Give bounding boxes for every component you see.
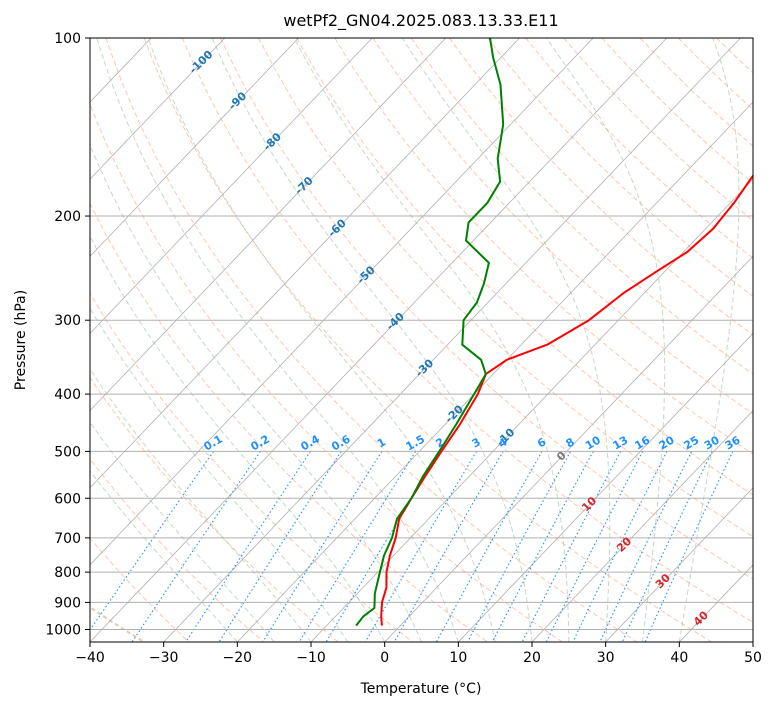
isotherm-line: [237, 101, 753, 642]
moist-adiabat-line: [678, 38, 740, 642]
isotherm-line: [90, 38, 373, 335]
moist-adiabat-line: [96, 38, 459, 642]
dry-adiabat-line: [410, 38, 753, 375]
y-tick-label: 800: [54, 565, 81, 581]
mixing-ratio-line: [467, 451, 571, 642]
y-tick-label: 300: [54, 313, 81, 329]
moist-adiabat-line: [90, 368, 312, 642]
dry-adiabat-line: [90, 202, 488, 642]
plot-frame: [89, 37, 754, 643]
dry-adiabat-line: [258, 38, 753, 538]
x-tick-label: 20: [523, 650, 541, 666]
moist-adiabat-line: [90, 235, 386, 642]
y-tick-label: 600: [54, 491, 81, 507]
plot-background: [90, 38, 753, 642]
isotherm-line: [458, 332, 753, 642]
chart-title: wetPf2_GN04.2025.083.13.33.E11: [283, 11, 558, 31]
isotherm-line: [163, 38, 741, 642]
dry-adiabat-line: [448, 38, 753, 336]
x-axis-ticks: −40 −30 −20 −10 0 10 20 30 40 50: [75, 642, 762, 666]
dry-adiabat-line: [296, 38, 753, 496]
background-lines: [90, 38, 753, 642]
x-tick-label: 10: [449, 650, 467, 666]
isotherm-line: [90, 38, 226, 180]
y-tick-label: 200: [54, 209, 81, 225]
mixing-ratio-line: [364, 451, 477, 642]
isotherm-line: [605, 487, 753, 642]
mixing-ratio-line: [90, 451, 214, 631]
y-tick-label: 100: [54, 31, 81, 47]
dry-adiabat-line: [90, 102, 563, 642]
moist-adiabat-line: [147, 38, 496, 642]
moist-adiabat-line: [90, 143, 422, 642]
x-tick-label: 40: [670, 650, 688, 666]
mixing-ratio-line: [262, 451, 383, 642]
pressure-grid: [90, 38, 753, 630]
x-tick-label: −20: [223, 650, 253, 666]
y-tick-label: 700: [54, 531, 81, 547]
moist-adiabat-line: [293, 38, 570, 642]
dry-adiabat-line: [90, 458, 264, 642]
isotherm-line: [531, 410, 753, 642]
x-tick-label: 50: [744, 650, 762, 666]
mixing-ratio-line: [599, 451, 693, 642]
y-axis-ticks: 100 200 300 400 500 600 700 800 900 1000: [45, 31, 90, 638]
moist-adiabat-line: [211, 38, 533, 642]
dry-adiabat-line: [220, 38, 753, 580]
dry-adiabat-line: [105, 38, 638, 642]
dewpoint-profile-line: [355, 38, 505, 627]
isotherm-line: [90, 38, 594, 566]
isotherm-line: [90, 38, 299, 257]
x-tick-label: 0: [380, 650, 389, 666]
isotherm-line: [90, 38, 668, 642]
dry-adiabat-line: [563, 38, 753, 222]
mixing-ratio-line: [435, 451, 543, 642]
dry-adiabat-line: [372, 38, 753, 415]
y-tick-label: 1000: [45, 622, 81, 638]
moist-adiabat-line: [401, 38, 611, 642]
dry-adiabat-line: [181, 38, 753, 623]
moist-adiabat-line: [545, 38, 666, 642]
y-axis-label: Pressure (hPa): [13, 290, 29, 390]
dry-adiabat-line: [639, 38, 753, 147]
isotherm-line: [90, 38, 520, 489]
mixing-ratio-line: [218, 451, 342, 642]
dry-adiabat-line: [487, 38, 753, 298]
x-tick-label: 30: [597, 650, 615, 666]
moist-adiabat-line: [90, 470, 238, 642]
mixing-ratio-line: [572, 451, 668, 642]
y-tick-label: 400: [54, 387, 81, 403]
x-tick-label: −30: [149, 650, 179, 666]
x-tick-label: −10: [296, 650, 326, 666]
isotherm-line: [310, 178, 753, 642]
x-axis-label: Temperature (°C): [360, 681, 482, 697]
dry-adiabat-line: [90, 292, 414, 642]
moist-adiabat-line: [90, 307, 349, 642]
y-tick-label: 500: [54, 444, 81, 460]
isotherm-line: [90, 38, 447, 412]
mixing-ratio-line: [491, 451, 594, 642]
isotherm-line: [384, 255, 753, 642]
y-tick-label: 900: [54, 595, 81, 611]
mixing-ratio-line: [298, 451, 417, 642]
profile-series: [355, 38, 753, 627]
mixing-ratio-line: [393, 451, 504, 642]
x-tick-label: −40: [75, 650, 105, 666]
mixing-ratio-line: [644, 451, 734, 642]
